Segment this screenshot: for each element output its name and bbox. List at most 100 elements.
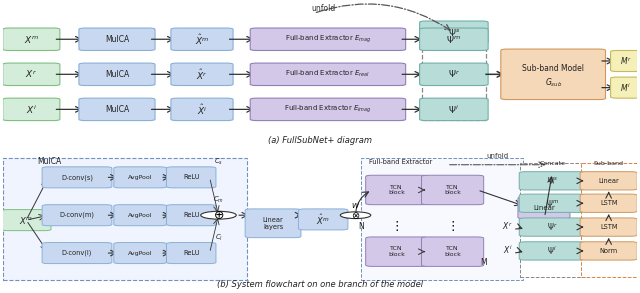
Text: $X^r$: $X^r$ [25,69,37,80]
Text: $X^m$: $X^m$ [24,34,39,45]
Text: $\Psi^s$: $\Psi^s$ [448,27,460,38]
Text: $X^m$: $X^m$ [19,214,33,226]
Text: $\Psi^i$: $\Psi^i$ [547,245,557,257]
Text: $G_{sub}$: $G_{sub}$ [545,76,562,89]
Text: $C_m$: $C_m$ [213,195,224,205]
FancyBboxPatch shape [166,205,216,226]
FancyBboxPatch shape [519,194,585,212]
FancyBboxPatch shape [171,98,233,121]
Text: $\oplus$: $\oplus$ [213,209,224,222]
Text: LSTM: LSTM [600,200,618,206]
FancyBboxPatch shape [42,205,112,226]
FancyBboxPatch shape [580,218,637,236]
Text: N: N [358,222,364,231]
Text: LSTM: LSTM [600,224,618,230]
FancyBboxPatch shape [166,167,216,188]
Text: MulCA: MulCA [105,105,129,114]
FancyBboxPatch shape [611,77,640,98]
Text: $W$: $W$ [351,201,360,210]
Text: ReLU: ReLU [183,212,200,218]
Text: D-conv(m): D-conv(m) [60,212,95,219]
Text: $\Psi^i$: $\Psi^i$ [449,103,460,115]
FancyBboxPatch shape [250,28,406,50]
Text: $X^i$: $X^i$ [26,103,37,115]
FancyBboxPatch shape [422,237,484,266]
Text: TCN
block: TCN block [444,185,461,195]
FancyBboxPatch shape [420,28,488,50]
Text: $\otimes$: $\otimes$ [351,210,360,221]
Text: AvgPool: AvgPool [128,251,152,255]
FancyBboxPatch shape [114,243,166,264]
FancyBboxPatch shape [1,209,51,231]
Text: Full-band Extractor $E_{imag}$: Full-band Extractor $E_{imag}$ [284,104,372,115]
Text: Norm: Norm [600,248,618,254]
Text: (a) FullSubNet+ diagram: (a) FullSubNet+ diagram [268,136,372,145]
Text: Sub-band: Sub-band [594,161,623,166]
Text: unfold: unfold [486,153,509,159]
FancyBboxPatch shape [518,197,570,219]
Text: unfold: unfold [311,4,335,13]
Text: ⋮: ⋮ [446,220,459,233]
FancyBboxPatch shape [365,237,428,266]
FancyBboxPatch shape [361,158,523,280]
FancyBboxPatch shape [3,158,247,280]
FancyBboxPatch shape [422,175,484,205]
Text: D-conv(s): D-conv(s) [61,174,93,180]
Text: AvgPool: AvgPool [128,175,152,180]
Text: $\Psi^m$: $\Psi^m$ [546,198,559,209]
Text: Full-band Extractor: Full-band Extractor [369,159,433,165]
Text: (b) System flowchart on one branch of the model: (b) System flowchart on one branch of th… [217,280,423,289]
FancyBboxPatch shape [250,98,406,121]
FancyBboxPatch shape [166,243,216,264]
FancyBboxPatch shape [422,23,486,120]
FancyBboxPatch shape [79,98,155,121]
FancyBboxPatch shape [420,21,488,43]
Text: MulCA: MulCA [38,157,62,166]
FancyBboxPatch shape [3,28,60,50]
Text: TCN
block: TCN block [444,246,461,257]
FancyBboxPatch shape [114,205,166,226]
Text: $C_l$: $C_l$ [214,232,223,243]
FancyBboxPatch shape [420,63,488,86]
Text: $\hat{X}^r$: $\hat{X}^r$ [196,67,208,82]
FancyBboxPatch shape [580,194,637,212]
FancyBboxPatch shape [420,98,488,121]
Text: Linear: Linear [598,178,619,184]
Text: MulCA: MulCA [105,70,129,79]
Text: ReLU: ReLU [183,250,200,256]
Text: TCN
block: TCN block [388,246,405,257]
FancyBboxPatch shape [580,242,637,260]
FancyBboxPatch shape [171,28,233,50]
Text: $\Psi^m$: $\Psi^m$ [446,34,461,45]
FancyBboxPatch shape [42,243,112,264]
Text: M: M [481,258,487,268]
Text: $\Psi^s$: $\Psi^s$ [547,175,557,186]
Text: AvgPool: AvgPool [128,213,152,218]
Circle shape [340,212,371,219]
Text: $\Psi^r$: $\Psi^r$ [547,221,557,233]
Text: D-conv(l): D-conv(l) [62,250,92,256]
Text: $M^i$: $M^i$ [620,81,631,94]
Text: TCN
block: TCN block [388,185,405,195]
Text: Concate: Concate [540,161,565,166]
FancyBboxPatch shape [3,63,60,86]
FancyBboxPatch shape [3,98,60,121]
Text: Linear
layers: Linear layers [262,217,284,230]
Text: ReLU: ReLU [183,174,200,180]
Text: $X^r$: $X^r$ [502,221,513,232]
FancyBboxPatch shape [171,63,233,86]
FancyBboxPatch shape [114,167,166,188]
Text: ⋮: ⋮ [390,220,403,233]
FancyBboxPatch shape [42,167,112,188]
Circle shape [201,211,236,219]
FancyBboxPatch shape [501,49,605,100]
FancyBboxPatch shape [580,172,637,190]
FancyBboxPatch shape [580,163,637,277]
Text: MulCA: MulCA [105,35,129,44]
Text: $\hat{X}^i$: $\hat{X}^i$ [197,102,207,117]
Text: Linear: Linear [533,205,555,211]
Text: $M^r$: $M^r$ [620,55,632,67]
Text: Sub-band Model: Sub-band Model [522,64,584,73]
FancyBboxPatch shape [250,63,406,86]
FancyBboxPatch shape [365,175,428,205]
